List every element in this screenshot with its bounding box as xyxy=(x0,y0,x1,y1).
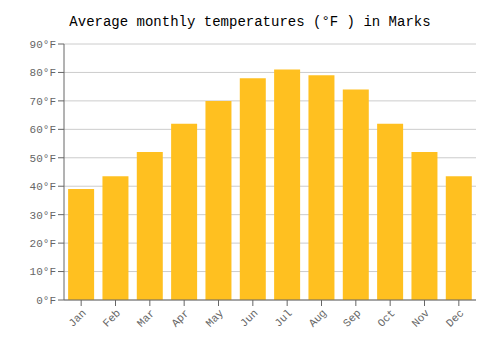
svg-text:40°F: 40°F xyxy=(30,181,56,193)
svg-text:Feb: Feb xyxy=(101,307,123,329)
svg-text:0°F: 0°F xyxy=(36,295,56,307)
svg-text:20°F: 20°F xyxy=(30,238,56,250)
svg-text:Dec: Dec xyxy=(444,307,466,329)
svg-text:90°F: 90°F xyxy=(30,39,56,51)
svg-text:10°F: 10°F xyxy=(30,266,56,278)
svg-text:Oct: Oct xyxy=(375,307,397,329)
svg-text:Apr: Apr xyxy=(169,307,191,329)
svg-text:30°F: 30°F xyxy=(30,210,56,222)
svg-text:80°F: 80°F xyxy=(30,67,56,79)
svg-text:Jul: Jul xyxy=(272,307,294,329)
svg-text:Sep: Sep xyxy=(341,307,363,329)
html-text:Average monthly temperatures (: Average monthly temperatures (°F ) in Ma… xyxy=(69,14,431,30)
svg-text:May: May xyxy=(204,307,227,330)
svg-text:Jan: Jan xyxy=(66,307,88,329)
svg-text:70°F: 70°F xyxy=(30,96,56,108)
svg-text:Mar: Mar xyxy=(135,307,157,329)
svg-text:50°F: 50°F xyxy=(30,153,56,165)
svg-text:Nov: Nov xyxy=(410,307,433,330)
svg-text:Aug: Aug xyxy=(307,307,329,329)
svg-text:60°F: 60°F xyxy=(30,124,56,136)
svg-text:Jun: Jun xyxy=(238,307,260,329)
